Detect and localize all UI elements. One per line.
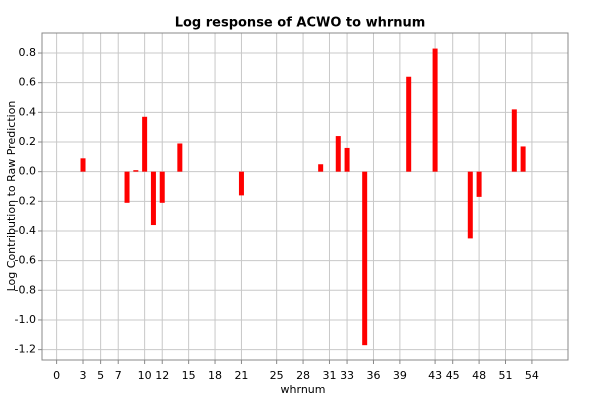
x-tick-label: 54 bbox=[525, 369, 539, 382]
x-tick-label: 28 bbox=[296, 369, 310, 382]
bar bbox=[80, 158, 86, 172]
bar bbox=[318, 164, 324, 172]
x-tick-label: 0 bbox=[53, 369, 60, 382]
bar bbox=[142, 116, 148, 172]
bar bbox=[159, 171, 165, 203]
y-tick-label: 0.0 bbox=[19, 165, 37, 178]
x-tick-label: 3 bbox=[80, 369, 87, 382]
bar bbox=[520, 146, 526, 172]
x-tick-label: 5 bbox=[97, 369, 104, 382]
x-tick-label: 12 bbox=[155, 369, 169, 382]
chart-title: Log response of ACWO to whrnum bbox=[175, 16, 426, 31]
bar bbox=[124, 171, 130, 203]
y-tick-label: -0.4 bbox=[15, 224, 36, 237]
x-axis-label: whrnum bbox=[281, 383, 326, 396]
x-tick-label: 43 bbox=[428, 369, 442, 382]
x-tick-label: 36 bbox=[366, 369, 380, 382]
bar bbox=[476, 171, 482, 197]
y-tick-label: -1.0 bbox=[15, 313, 36, 326]
x-tick-label: 18 bbox=[208, 369, 222, 382]
y-axis-label: Log Contribution to Raw Prediction bbox=[5, 101, 18, 292]
x-tick-label: 48 bbox=[472, 369, 486, 382]
y-tick-label: -0.6 bbox=[15, 254, 36, 267]
y-tick-label: 0.2 bbox=[19, 135, 37, 148]
bar bbox=[150, 171, 156, 226]
x-tick-label: 31 bbox=[322, 369, 336, 382]
plot-border bbox=[41, 32, 569, 361]
bar bbox=[432, 48, 438, 172]
y-tick-label: -1.2 bbox=[15, 343, 36, 356]
x-tick-label: 51 bbox=[499, 369, 513, 382]
bar bbox=[406, 76, 412, 172]
y-tick-label: 0.6 bbox=[19, 76, 37, 89]
x-tick-label: 21 bbox=[234, 369, 248, 382]
x-tick-label: 10 bbox=[138, 369, 152, 382]
y-tick-label: -0.2 bbox=[15, 194, 36, 207]
bar bbox=[133, 170, 139, 172]
y-tick-label: 0.8 bbox=[19, 46, 37, 59]
bar bbox=[344, 147, 350, 172]
x-tick-label: 39 bbox=[393, 369, 407, 382]
y-tick-label: 0.4 bbox=[19, 105, 37, 118]
x-tick-label: 45 bbox=[446, 369, 460, 382]
plot: 0.8 0.6 0.4 0.2 0.0 -0.2 -0.4 -0.6 -0.8 -1.0 -1.2 0… bbox=[15, 33, 568, 382]
bar bbox=[511, 109, 517, 172]
y-tick-label: -0.8 bbox=[15, 283, 36, 296]
x-tick-label: 15 bbox=[182, 369, 196, 382]
bar bbox=[335, 136, 341, 172]
x-tick-label: 33 bbox=[340, 369, 354, 382]
x-tick-label: 7 bbox=[115, 369, 122, 382]
bar bbox=[177, 143, 183, 172]
bar bbox=[467, 171, 473, 239]
bar bbox=[238, 171, 244, 196]
x-tick-label: 25 bbox=[270, 369, 284, 382]
bar bbox=[362, 171, 368, 346]
